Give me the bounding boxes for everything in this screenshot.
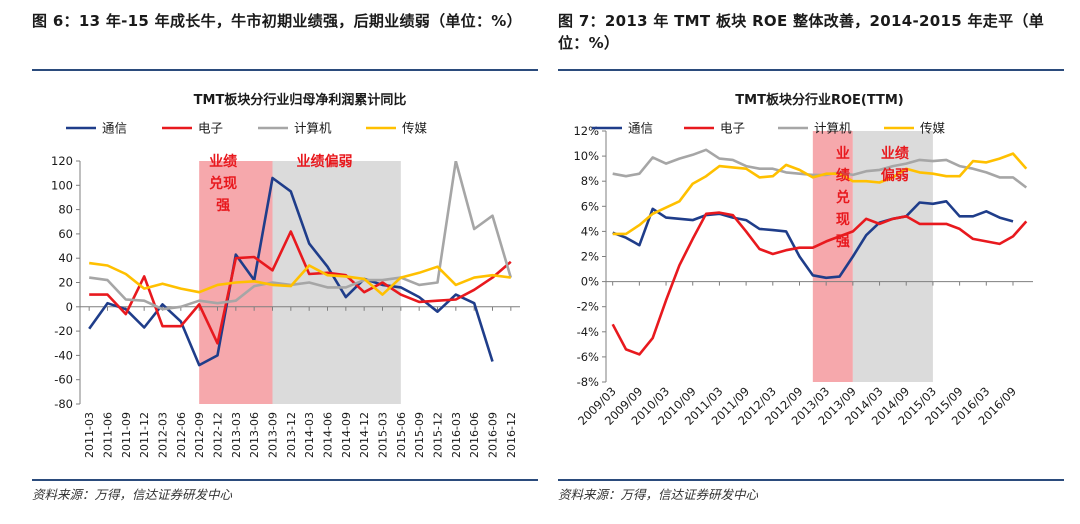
x-tick-label: 2015-12 [432, 412, 445, 458]
y-tick-label: 8% [581, 174, 599, 188]
legend-label: 通信 [628, 121, 653, 136]
x-tick-label: 2011-09 [120, 412, 133, 458]
highlight-bands [812, 131, 933, 382]
legend-label: 电子 [198, 121, 223, 136]
y-tick-label: 80 [58, 203, 73, 217]
axes: -80 -60 -40 -20 0 20 40 60 80 100 120 2011-03 2011-0… [51, 154, 520, 458]
chart-title: TMT板块分行业ROE(TTM) [735, 92, 903, 108]
y-tick-label: 2% [581, 250, 599, 264]
y-tick-label: 10% [573, 149, 599, 163]
y-tick-label: -4% [577, 325, 599, 339]
figure-6-panel: 图 6：13 年-15 年成长牛，牛市初期业绩强，后期业绩弱（单位：%） TMT… [32, 0, 538, 524]
figure-7-title: 图 7：2013 年 TMT 板块 ROE 整体改善，2014-2015 年走平… [558, 12, 1045, 52]
x-tick-label: 2011-03 [83, 412, 96, 458]
y-tick-label: 20 [58, 276, 73, 290]
y-tick-label: 0% [581, 275, 599, 289]
legend-label: 计算机 [814, 121, 852, 136]
x-tick-label: 2012-06 [175, 412, 188, 458]
x-tick-label: 2014-09 [340, 412, 353, 458]
x-tick-label: 2013-06 [248, 412, 261, 458]
y-tick-label: 6% [581, 199, 599, 213]
y-tick-label: 4% [581, 224, 599, 238]
band-label-0: 业绩兑现强 [209, 153, 237, 214]
legend-label: 通信 [102, 121, 127, 136]
x-tick-label: 2016-09 [487, 412, 500, 458]
x-tick-label: 2016-03 [450, 412, 463, 458]
x-tick-label: 2015-03 [377, 412, 390, 458]
x-tick-label: 2011-12 [138, 412, 151, 458]
y-tick-label: -6% [577, 350, 599, 364]
figure-7-top-rule [558, 69, 1064, 71]
y-tick-label: -40 [54, 348, 73, 362]
x-tick-label: 2011-06 [102, 412, 115, 458]
legend-label: 传媒 [920, 121, 946, 136]
x-tick-label: 2012-09 [193, 412, 206, 458]
y-tick-label: 120 [51, 154, 73, 168]
series-line-2 [89, 161, 513, 311]
band-label-0: 业绩兑现强 [836, 146, 850, 250]
x-tick-label: 2013-12 [285, 412, 298, 458]
y-tick-label: -8% [577, 375, 599, 389]
figure-7-bottom-rule [558, 479, 1064, 481]
x-tick-label: 2016-12 [505, 412, 518, 458]
series-lines [611, 148, 1028, 356]
x-tick-label: 2015-09 [413, 412, 426, 458]
series-line-3 [89, 261, 511, 296]
x-tick-label: 2016-06 [468, 412, 481, 458]
band-label-1: 业绩偏弱 [297, 153, 353, 170]
y-tick-label: 100 [51, 178, 73, 192]
x-tick-label: 2014-03 [303, 412, 316, 458]
series-line-1 [89, 230, 512, 345]
x-tick-label: 2012-12 [212, 412, 225, 458]
series-lines [88, 161, 513, 367]
figure-6-bottom-rule [32, 479, 538, 481]
figure-6-source: 资料来源：万得，信达证券研发中心 [32, 487, 233, 502]
legend: 通信 电子 计算机 传媒 [592, 121, 946, 136]
y-tick-label: 40 [58, 251, 73, 265]
figure-6-title: 图 6：13 年-15 年成长牛，牛市初期业绩强，后期业绩弱（单位：%） [32, 12, 522, 30]
y-tick-label: -20 [54, 324, 73, 338]
figure-7-source: 资料来源：万得，信达证券研发中心 [558, 487, 759, 502]
x-tick-label: 2014-12 [358, 412, 371, 458]
x-tick-label: 2012-03 [157, 412, 170, 458]
y-tick-label: 60 [58, 227, 73, 241]
x-tick-label: 2015-06 [395, 412, 408, 458]
chart-title: TMT板块分行业归母净利润累计同比 [194, 92, 407, 108]
figure-7-panel: 图 7：2013 年 TMT 板块 ROE 整体改善，2014-2015 年走平… [558, 0, 1064, 524]
y-tick-label: -2% [577, 300, 599, 314]
y-tick-label: 12% [573, 124, 599, 138]
band-label-1: 业绩偏弱 [881, 145, 909, 184]
legend-label: 电子 [720, 121, 745, 136]
x-tick-label: 2013-09 [267, 412, 280, 458]
legend-label: 计算机 [294, 121, 332, 136]
y-tick-label: -60 [54, 373, 73, 387]
x-tick-label: 2014-06 [322, 412, 335, 458]
figure-6-top-rule [32, 69, 538, 71]
figure-6-chart: TMT板块分行业归母净利润累计同比 -80 -60 -40 -20 0 20 40 60 80 10… [51, 92, 520, 458]
series-line-0 [612, 200, 1014, 280]
y-tick-label: -80 [54, 397, 73, 411]
series-line-1 [611, 211, 1028, 356]
x-tick-label: 2013-03 [230, 412, 243, 458]
legend: 通信 电子 计算机 传媒 [66, 121, 428, 136]
series-line-3 [612, 152, 1028, 236]
figure-7-chart: TMT板块分行业ROE(TTM) -8% -6% -4% -2% 0% 2% 4% 6% 8% 10… [573, 92, 1033, 428]
y-tick-label: 0 [66, 300, 73, 314]
legend-label: 传媒 [402, 121, 428, 136]
